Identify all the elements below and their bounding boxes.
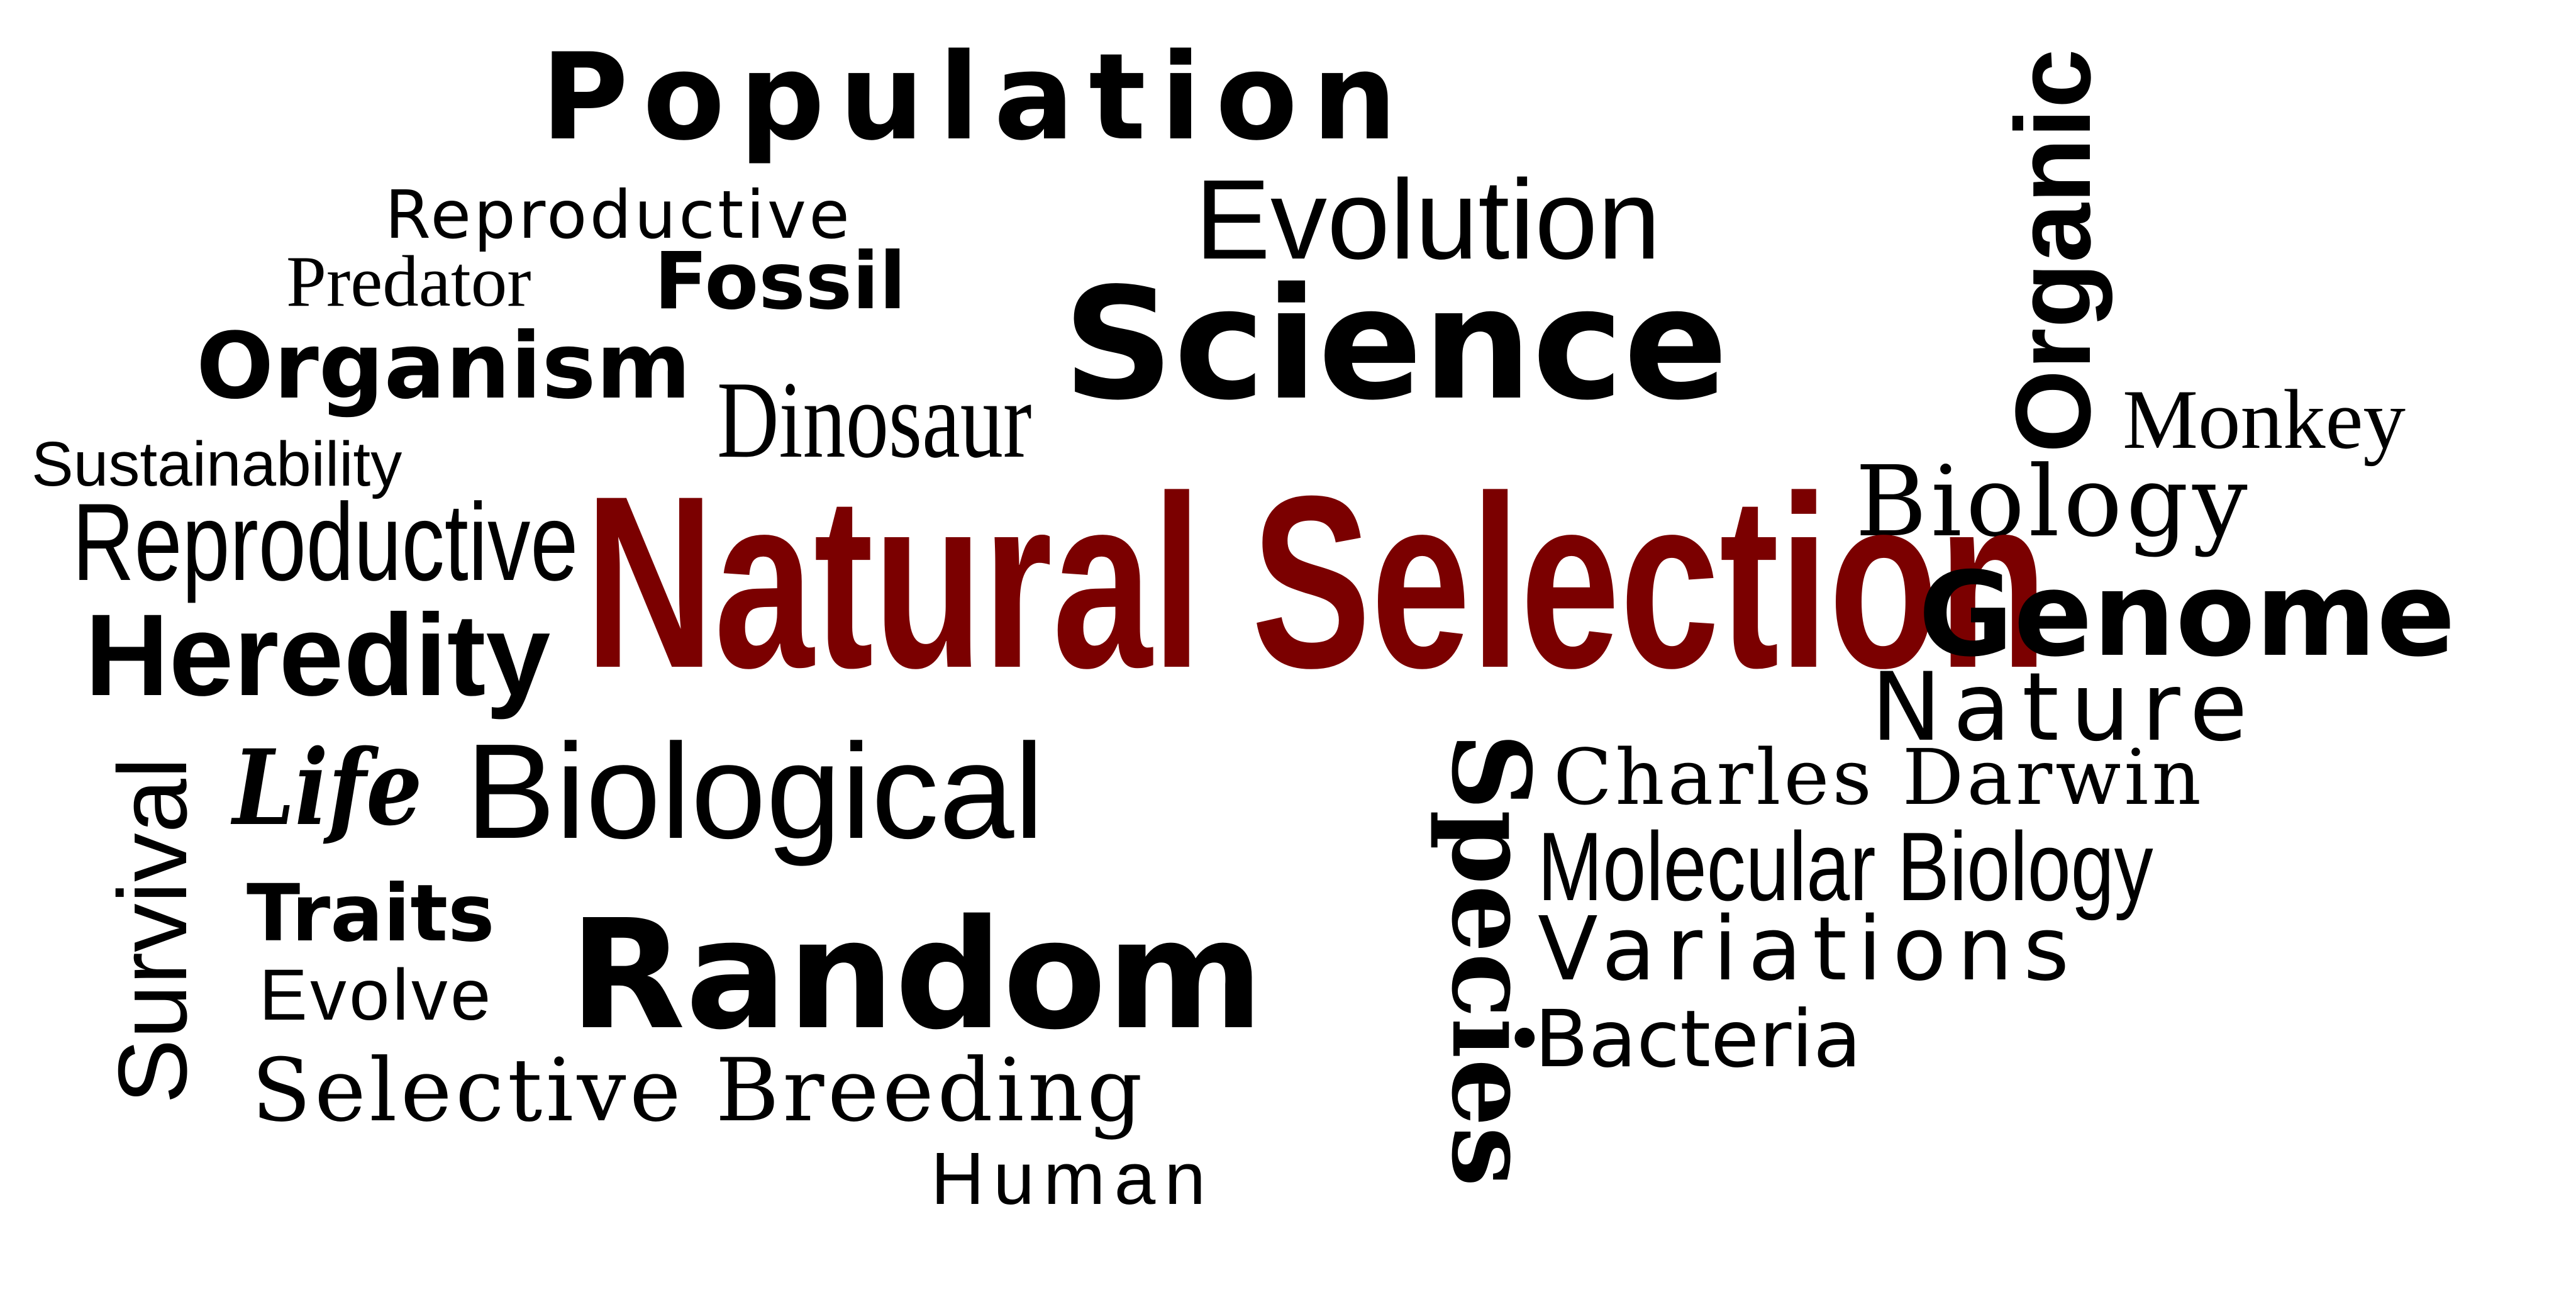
word-survival: Survival: [104, 757, 201, 1104]
word-organic: Organic: [2000, 49, 2107, 453]
word-reproductive-left: Reproductive: [72, 487, 578, 598]
word-organism: Organism: [196, 321, 691, 412]
word-natural-selection: Natural Selection: [585, 459, 2048, 704]
word-bacteria: Bacteria: [1535, 1000, 1862, 1079]
word-variations: Variations: [1538, 906, 2080, 994]
word-population: Population: [541, 38, 1411, 157]
word-predator: Predator: [286, 245, 531, 318]
word-selective-breeding: Selective Breeding: [252, 1047, 1146, 1134]
word-species: Species: [1437, 733, 1544, 1187]
word-random: Random: [569, 899, 1263, 1050]
word-charles-darwin: Charles Darwin: [1553, 739, 2204, 816]
word-evolve: Evolve: [259, 959, 494, 1032]
word-fossil: Fossil: [654, 242, 906, 321]
word-science: Science: [1063, 267, 1728, 421]
word-human: Human: [931, 1142, 1214, 1216]
word-biological: Biological: [465, 723, 1044, 859]
word-life: Life: [233, 736, 422, 840]
word-traits: Traits: [247, 874, 495, 953]
word-heredity: Heredity: [85, 598, 550, 714]
